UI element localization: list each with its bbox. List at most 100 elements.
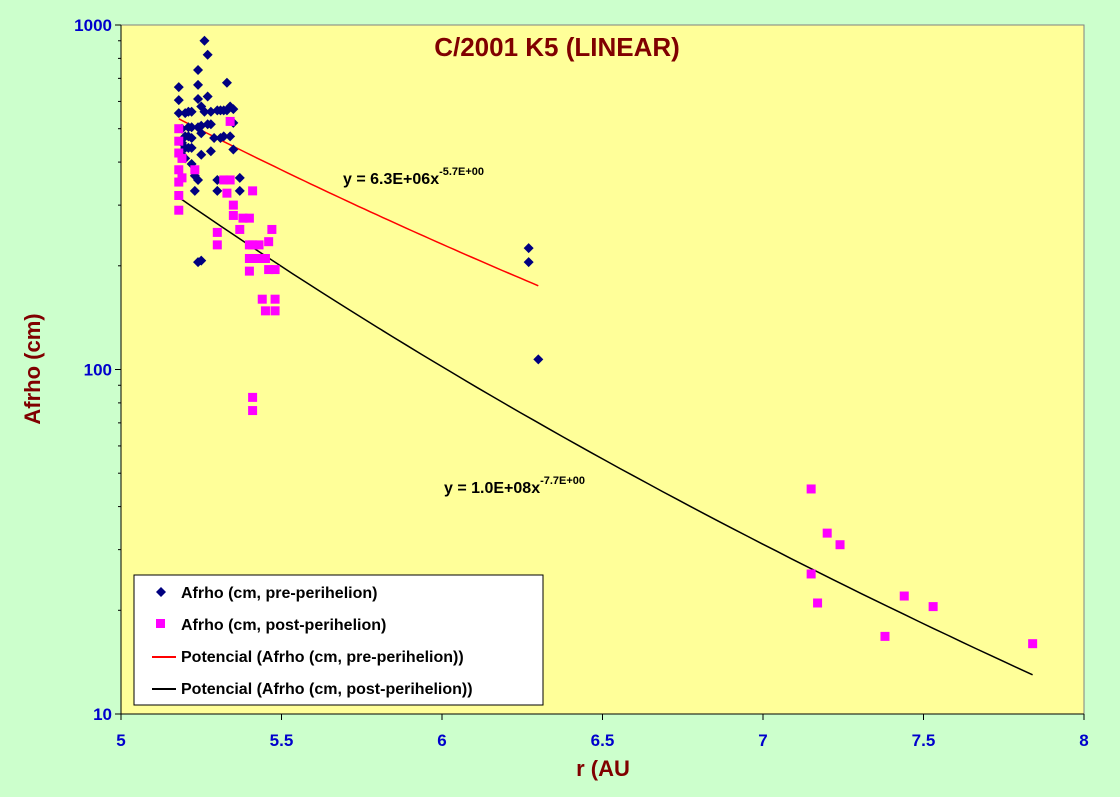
- fit-equation-pre: y = 6.3E+06x-5.7E+00: [343, 166, 484, 188]
- y-tick-label: 10: [93, 705, 112, 724]
- y-tick-label: 1000: [74, 16, 112, 35]
- data-point-pre-perihelion: [205, 146, 216, 157]
- data-point-pre-perihelion: [196, 128, 207, 139]
- data-point-post-perihelion: [806, 569, 816, 579]
- legend-marker-post: [156, 619, 165, 628]
- data-point-post-perihelion: [264, 237, 274, 247]
- data-point-post-perihelion: [174, 136, 184, 146]
- data-point-post-perihelion: [270, 265, 280, 275]
- data-point-post-perihelion: [228, 200, 238, 210]
- data-point-post-perihelion: [174, 205, 184, 215]
- x-tick-label: 5.5: [270, 731, 294, 750]
- x-tick-label: 7: [758, 731, 767, 750]
- x-axis-title: r (AU: [576, 756, 630, 781]
- data-point-pre-perihelion: [186, 142, 197, 153]
- fit-equation-post-exponent: -7.7E+00: [540, 475, 585, 487]
- fit-line-post-perihelion: [178, 196, 1033, 676]
- data-point-pre-perihelion: [173, 108, 184, 119]
- y-axis-title: Afrho (cm): [20, 313, 45, 424]
- x-tick-label: 6.5: [591, 731, 615, 750]
- fit-equation-pre-exponent: -5.7E+00: [439, 166, 484, 178]
- data-point-post-perihelion: [225, 175, 235, 185]
- data-point-post-perihelion: [880, 631, 890, 641]
- data-point-post-perihelion: [254, 253, 264, 263]
- data-point-pre-perihelion: [173, 95, 184, 106]
- x-tick-label: 8: [1079, 731, 1088, 750]
- data-point-pre-perihelion: [202, 91, 213, 102]
- data-point-pre-perihelion: [523, 257, 534, 268]
- data-point-post-perihelion: [267, 224, 277, 234]
- legend-label-fit-post: Potencial (Afrho (cm, post-perihelion)): [181, 681, 473, 698]
- data-point-pre-perihelion: [218, 131, 229, 142]
- data-point-pre-perihelion: [225, 131, 236, 142]
- data-point-pre-perihelion: [193, 79, 204, 90]
- data-point-post-perihelion: [228, 210, 238, 220]
- data-point-pre-perihelion: [212, 185, 223, 196]
- data-point-pre-perihelion: [234, 172, 245, 183]
- axes: 5 5.5 6 6.5 7 7.5 8 10 100 1000: [74, 16, 1089, 750]
- x-tick-label: 7.5: [912, 731, 936, 750]
- data-point-post-perihelion: [899, 591, 909, 601]
- data-point-post-perihelion: [177, 153, 187, 163]
- data-point-pre-perihelion: [196, 255, 207, 266]
- data-point-post-perihelion: [264, 265, 274, 275]
- legend-box: [133, 574, 544, 706]
- fit-equation-pre-main: y = 6.3E+06x: [343, 171, 439, 188]
- data-point-post-perihelion: [219, 175, 229, 185]
- data-point-pre-perihelion: [196, 149, 207, 160]
- data-point-pre-perihelion: [228, 104, 239, 115]
- fit-line-pre-perihelion: [178, 118, 539, 287]
- legend: Afrho (cm, pre-perihelion) Afrho (cm, po…: [133, 574, 544, 706]
- data-point-post-perihelion: [928, 602, 938, 612]
- data-point-post-perihelion: [212, 227, 222, 237]
- data-point-post-perihelion: [174, 190, 184, 200]
- data-point-pre-perihelion: [199, 106, 210, 117]
- fit-equation-post-main: y = 1.0E+08x: [444, 480, 540, 497]
- data-point-post-perihelion: [257, 294, 267, 304]
- data-point-post-perihelion: [244, 213, 254, 223]
- data-point-post-perihelion: [248, 406, 258, 416]
- y-tick-label: 100: [84, 361, 112, 380]
- data-point-pre-perihelion: [533, 354, 544, 365]
- legend-label-fit-pre: Potencial (Afrho (cm, pre-perihelion)): [181, 649, 464, 666]
- data-point-post-perihelion: [270, 306, 280, 316]
- data-point-post-perihelion: [212, 240, 222, 250]
- legend-marker-pre: [156, 587, 166, 597]
- data-point-post-perihelion: [177, 173, 187, 183]
- x-tick-label: 6: [437, 731, 446, 750]
- fit-equation-post: y = 1.0E+08x-7.7E+00: [444, 475, 585, 497]
- data-point-post-perihelion: [244, 253, 254, 263]
- data-point-pre-perihelion: [189, 185, 200, 196]
- data-point-pre-perihelion: [186, 122, 197, 133]
- data-point-post-perihelion: [174, 124, 184, 134]
- data-point-pre-perihelion: [202, 49, 213, 60]
- data-point-post-perihelion: [822, 528, 832, 538]
- data-point-post-perihelion: [248, 186, 258, 196]
- data-point-post-perihelion: [270, 294, 280, 304]
- data-point-pre-perihelion: [193, 65, 204, 76]
- legend-label-pre: Afrho (cm, pre-perihelion): [181, 585, 377, 602]
- data-points: [173, 35, 1038, 649]
- data-point-pre-perihelion: [234, 185, 245, 196]
- data-point-pre-perihelion: [186, 106, 197, 117]
- data-point-pre-perihelion: [228, 144, 239, 155]
- data-point-post-perihelion: [235, 224, 245, 234]
- data-point-post-perihelion: [174, 148, 184, 158]
- data-point-post-perihelion: [260, 306, 270, 316]
- legend-label-post: Afrho (cm, post-perihelion): [181, 617, 386, 634]
- data-point-pre-perihelion: [221, 77, 232, 88]
- data-point-pre-perihelion: [193, 93, 204, 104]
- x-tick-label: 5: [116, 731, 125, 750]
- data-point-pre-perihelion: [173, 82, 184, 93]
- data-point-post-perihelion: [835, 540, 845, 550]
- data-point-post-perihelion: [225, 116, 235, 126]
- data-point-pre-perihelion: [186, 132, 197, 143]
- data-point-pre-perihelion: [205, 119, 216, 130]
- data-point-post-perihelion: [1028, 639, 1038, 649]
- data-point-post-perihelion: [260, 253, 270, 263]
- data-point-post-perihelion: [238, 213, 248, 223]
- data-point-post-perihelion: [813, 598, 823, 608]
- data-point-post-perihelion: [222, 188, 232, 198]
